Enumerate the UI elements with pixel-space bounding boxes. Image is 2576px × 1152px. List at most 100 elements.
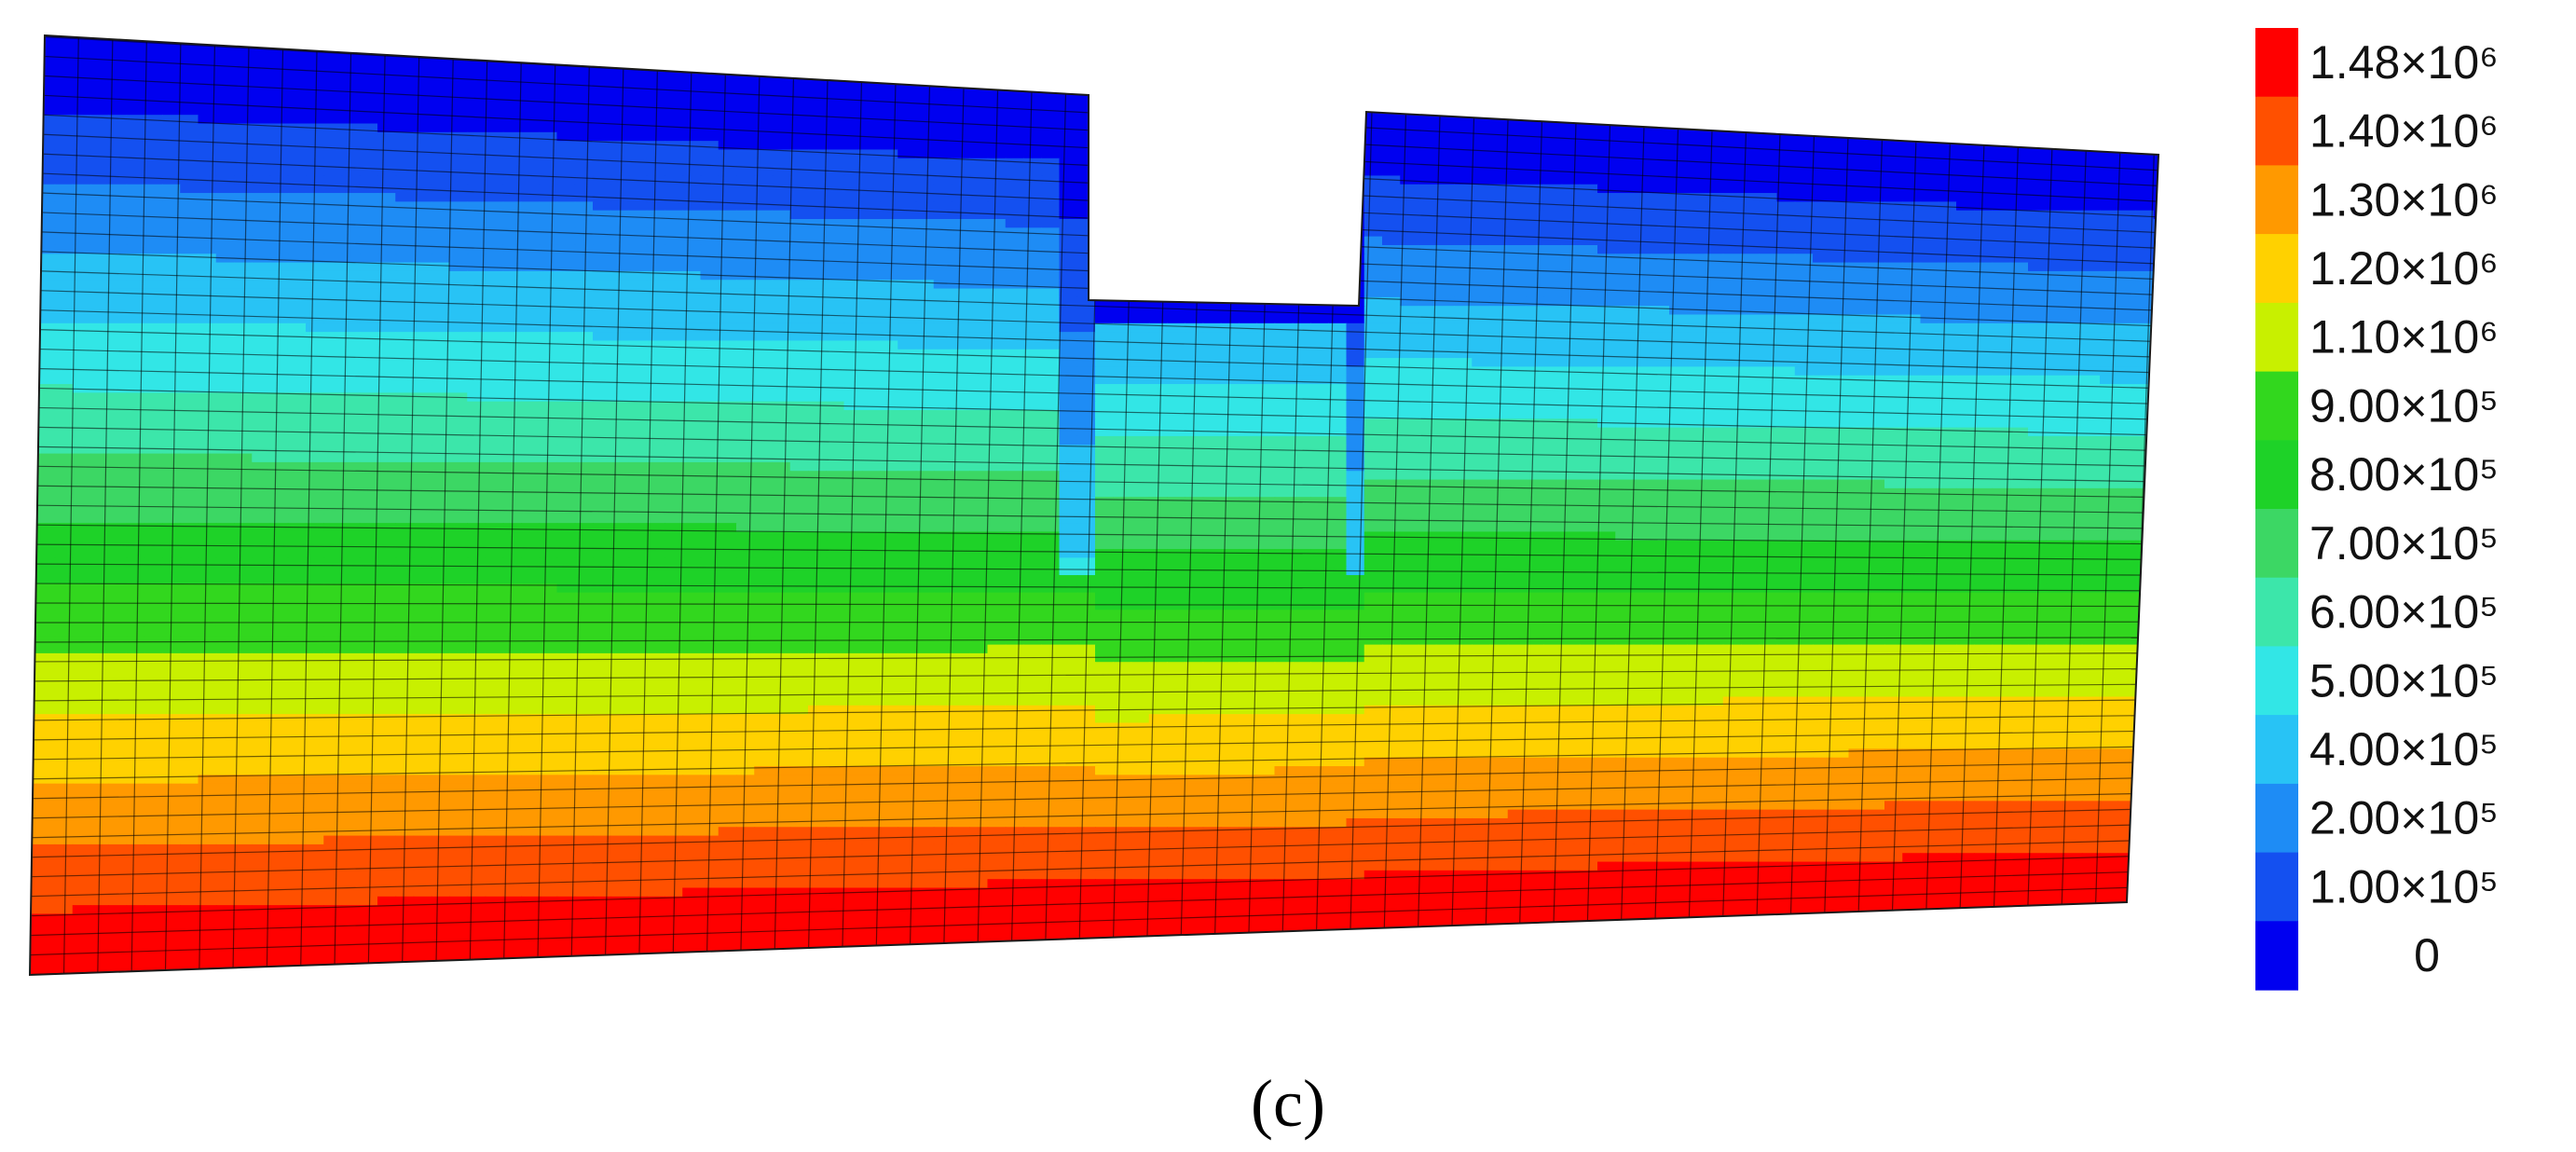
contour-cell — [1382, 89, 1402, 99]
contour-cell — [700, 62, 719, 73]
contour-cell — [1992, 270, 2011, 281]
contour-cell — [1256, 340, 1276, 350]
contour-cell — [1741, 262, 1761, 272]
contour-cell — [1256, 131, 1276, 142]
contour-cell — [1830, 193, 1850, 203]
contour-cell — [1274, 314, 1294, 324]
contour-cell — [90, 296, 110, 307]
contour-cell — [2009, 71, 2029, 81]
contour-cell — [359, 306, 378, 316]
contour-cell — [485, 123, 504, 133]
contour-cell — [1615, 115, 1635, 125]
contour-cell — [72, 358, 91, 368]
contour-cell — [2028, 296, 2048, 307]
contour-cell — [1992, 375, 2011, 385]
contour-cell — [915, 227, 935, 238]
contour-cell — [1974, 314, 1994, 324]
contour-cell — [1633, 296, 1652, 307]
contour-cell — [1076, 184, 1096, 194]
contour-cell — [843, 97, 863, 107]
contour-cell — [1292, 288, 1311, 298]
contour-cell — [1759, 35, 1778, 38]
contour-cell — [1938, 79, 1957, 90]
contour-cell — [323, 340, 343, 350]
contour-cell — [1239, 184, 1258, 194]
contour-cell — [952, 366, 971, 377]
contour-cell — [1454, 210, 1473, 220]
contour-cell — [1759, 45, 1778, 55]
contour-cell — [915, 254, 935, 264]
contour-cell — [539, 296, 558, 307]
contour-cell — [843, 236, 863, 246]
contour-cell — [1722, 340, 1742, 350]
contour-cell — [1687, 366, 1706, 377]
contour-cell — [1382, 193, 1402, 203]
contour-cell — [1633, 270, 1652, 281]
contour-cell — [2100, 332, 2119, 342]
contour-cell — [1741, 131, 1761, 142]
contour-cell — [1095, 236, 1115, 246]
contour-cell — [646, 358, 665, 368]
contour-cell — [198, 306, 217, 316]
contour-cell — [359, 296, 378, 307]
contour-cell — [789, 306, 809, 316]
contour-cell — [1148, 193, 1168, 203]
contour-cell — [431, 236, 450, 246]
contour-cell — [1292, 201, 1311, 212]
contour-cell — [1687, 175, 1706, 185]
contour-cell — [126, 332, 145, 342]
contour-cell — [485, 105, 504, 116]
contour-cell — [1148, 236, 1168, 246]
contour-cell — [413, 288, 432, 298]
contour-cell — [1220, 280, 1240, 290]
contour-cell — [1310, 131, 1330, 142]
contour-cell — [1956, 36, 1976, 47]
contour-cell — [54, 89, 74, 99]
contour-cell — [1615, 79, 1635, 90]
contour-cell — [413, 53, 432, 64]
contour-cell — [1454, 340, 1473, 350]
contour-cell — [306, 332, 325, 342]
contour-cell — [36, 97, 56, 107]
contour-cell — [1669, 314, 1689, 324]
contour-cell — [2117, 175, 2137, 185]
contour-cell — [1256, 115, 1276, 125]
contour-cell — [467, 141, 486, 151]
contour-cell — [2009, 79, 2029, 90]
contour-cell — [144, 62, 163, 73]
contour-cell — [323, 375, 343, 385]
contour-cell — [215, 149, 235, 159]
contour-cell — [1454, 89, 1473, 99]
contour-cell — [1884, 375, 1904, 385]
contour-cell — [180, 158, 199, 168]
contour-cell — [1526, 270, 1545, 281]
contour-cell — [306, 79, 325, 90]
contour-cell — [933, 89, 952, 99]
contour-cell — [180, 105, 199, 116]
contour-cell — [2153, 306, 2158, 316]
contour-cell — [1813, 366, 1832, 377]
contour-cell — [1794, 210, 1814, 220]
contour-cell — [1328, 45, 1348, 55]
contour-cell — [1902, 296, 1922, 307]
contour-cell — [1328, 244, 1348, 255]
contour-cell — [1866, 158, 1885, 168]
contour-cell — [539, 332, 558, 342]
contour-cell — [359, 210, 378, 220]
contour-cell — [90, 358, 110, 368]
contour-cell — [1363, 366, 1383, 377]
contour-cell — [1507, 105, 1527, 116]
contour-cell — [1489, 270, 1509, 281]
contour-cell — [682, 131, 702, 142]
contour-cell — [1974, 201, 1994, 212]
contour-cell — [2063, 79, 2083, 90]
contour-cell — [485, 210, 504, 220]
contour-cell — [969, 97, 989, 107]
contour-cell — [1633, 141, 1652, 151]
contour-cell — [682, 219, 702, 229]
contour-cell — [521, 184, 541, 194]
contour-cell — [234, 244, 253, 255]
contour-cell — [969, 340, 989, 350]
contour-cell — [682, 115, 702, 125]
contour-cell — [234, 105, 253, 116]
